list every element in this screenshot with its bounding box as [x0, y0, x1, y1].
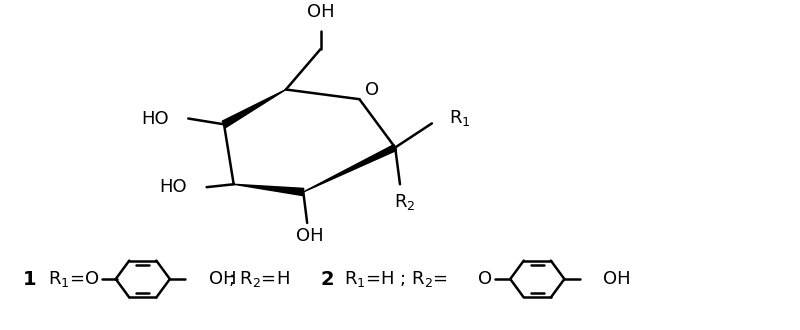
Polygon shape: [234, 184, 304, 196]
Text: OH: OH: [296, 227, 324, 246]
Text: HO: HO: [142, 110, 169, 127]
Text: OH: OH: [603, 270, 630, 288]
Text: 2: 2: [321, 270, 334, 288]
Text: R$_1$: R$_1$: [450, 108, 471, 128]
Text: 1: 1: [23, 270, 37, 288]
Text: ; R$_2$=H: ; R$_2$=H: [228, 269, 290, 289]
Text: O: O: [365, 81, 379, 99]
Text: R$_2$: R$_2$: [394, 192, 415, 212]
Text: R$_1$=H ; R$_2$=: R$_1$=H ; R$_2$=: [344, 269, 447, 289]
Text: OH: OH: [307, 3, 334, 21]
Text: R$_1$=: R$_1$=: [48, 269, 84, 289]
Polygon shape: [303, 145, 397, 192]
Text: O: O: [478, 270, 492, 288]
Text: HO: HO: [160, 178, 187, 196]
Text: OH: OH: [209, 270, 236, 288]
Polygon shape: [222, 89, 286, 127]
Text: O: O: [86, 270, 99, 288]
